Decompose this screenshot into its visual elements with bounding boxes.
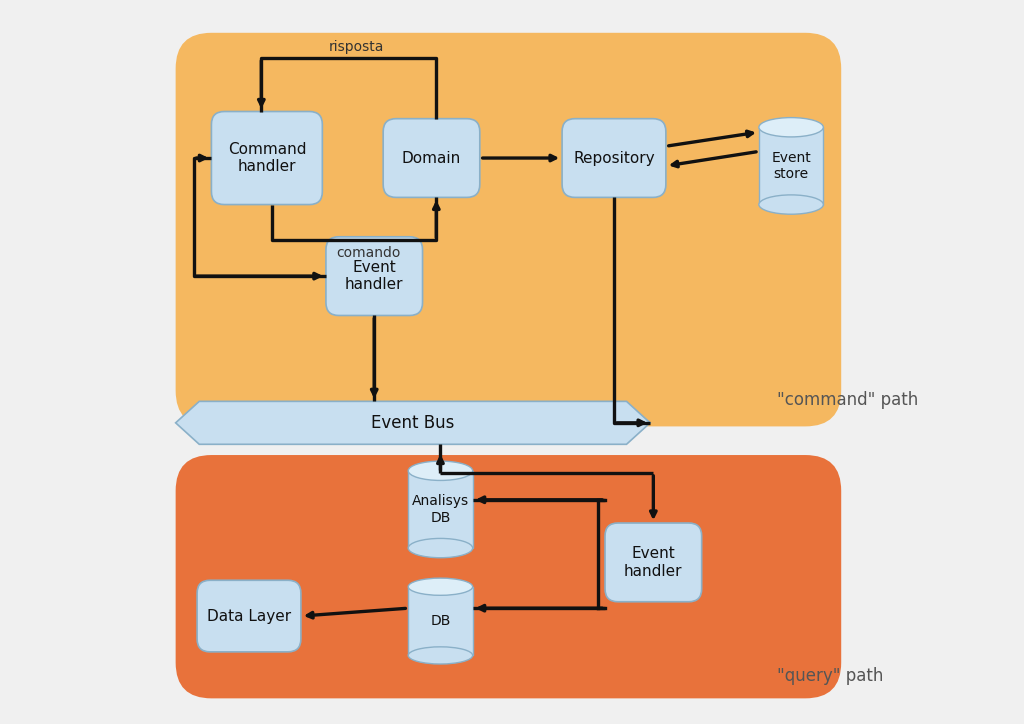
Text: Event
store: Event store <box>771 151 811 181</box>
Text: Repository: Repository <box>573 151 654 166</box>
Text: comando: comando <box>337 246 400 260</box>
Ellipse shape <box>759 117 823 137</box>
Ellipse shape <box>409 461 473 481</box>
FancyBboxPatch shape <box>409 471 473 548</box>
Polygon shape <box>176 401 650 445</box>
FancyBboxPatch shape <box>176 33 841 426</box>
FancyBboxPatch shape <box>759 127 823 205</box>
Text: Analisys
DB: Analisys DB <box>412 494 469 524</box>
FancyBboxPatch shape <box>197 580 301 652</box>
Ellipse shape <box>409 539 473 557</box>
Text: Domain: Domain <box>401 151 461 166</box>
FancyBboxPatch shape <box>605 523 701 602</box>
FancyBboxPatch shape <box>383 119 480 198</box>
Text: risposta: risposta <box>329 40 384 54</box>
Text: DB: DB <box>430 614 451 628</box>
Text: Event
handler: Event handler <box>624 546 683 578</box>
Text: "command" path: "command" path <box>777 390 919 408</box>
Text: Event Bus: Event Bus <box>371 414 455 432</box>
Text: Command
handler: Command handler <box>227 142 306 174</box>
Text: "query" path: "query" path <box>777 668 883 686</box>
Ellipse shape <box>759 195 823 214</box>
Text: Event
handler: Event handler <box>345 260 403 292</box>
FancyBboxPatch shape <box>326 237 423 316</box>
FancyBboxPatch shape <box>409 586 473 655</box>
FancyBboxPatch shape <box>211 111 323 205</box>
Ellipse shape <box>409 578 473 595</box>
FancyBboxPatch shape <box>176 455 841 699</box>
Text: Data Layer: Data Layer <box>207 609 291 623</box>
FancyBboxPatch shape <box>562 119 666 198</box>
Ellipse shape <box>409 647 473 664</box>
